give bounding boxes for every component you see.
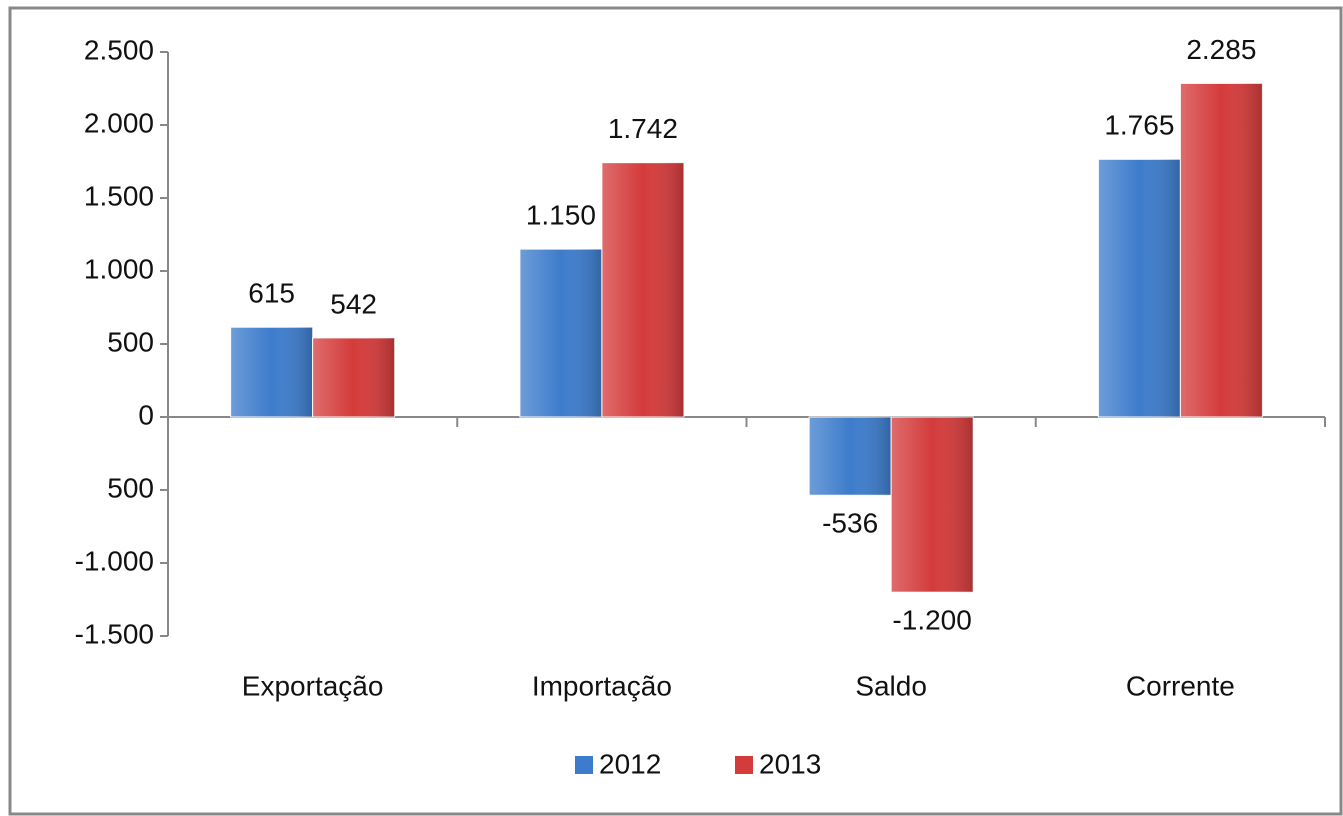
y-tick-label: 500 bbox=[107, 326, 154, 357]
value-label: 1.742 bbox=[608, 113, 678, 144]
y-tick-label: 1.500 bbox=[84, 180, 154, 211]
bar-shine bbox=[1098, 159, 1181, 417]
x-tick-label: Corrente bbox=[1126, 670, 1235, 701]
value-label: -1.200 bbox=[892, 605, 971, 636]
y-tick-label: 2.000 bbox=[84, 107, 154, 138]
x-tick-label: Saldo bbox=[855, 670, 927, 701]
y-tick-label: -1.500 bbox=[75, 618, 154, 649]
value-label: -536 bbox=[822, 508, 878, 539]
legend-swatch bbox=[575, 756, 593, 774]
value-label: 542 bbox=[330, 288, 377, 319]
y-tick-label: 0 bbox=[138, 399, 154, 430]
bar-shine bbox=[230, 327, 313, 417]
value-label: 1.150 bbox=[526, 199, 596, 230]
y-tick-label: -1.000 bbox=[75, 545, 154, 576]
y-tick-label: 2.500 bbox=[84, 34, 154, 65]
bar-shine bbox=[891, 417, 974, 593]
legend-label: 2012 bbox=[599, 748, 661, 779]
value-label: 1.765 bbox=[1104, 110, 1174, 141]
bar-shine bbox=[809, 417, 892, 496]
bar-shine bbox=[1180, 83, 1263, 417]
y-tick-label: 1.000 bbox=[84, 253, 154, 284]
bar-shine bbox=[519, 249, 602, 417]
legend-swatch bbox=[735, 756, 753, 774]
bar-shine bbox=[312, 337, 395, 417]
y-tick-label: 500 bbox=[107, 472, 154, 503]
value-label: 615 bbox=[248, 278, 295, 309]
x-tick-label: Importação bbox=[532, 670, 672, 701]
value-label: 2.285 bbox=[1186, 34, 1256, 65]
legend-label: 2013 bbox=[759, 748, 821, 779]
x-tick-label: Exportação bbox=[242, 670, 384, 701]
bar-shine bbox=[601, 162, 684, 417]
